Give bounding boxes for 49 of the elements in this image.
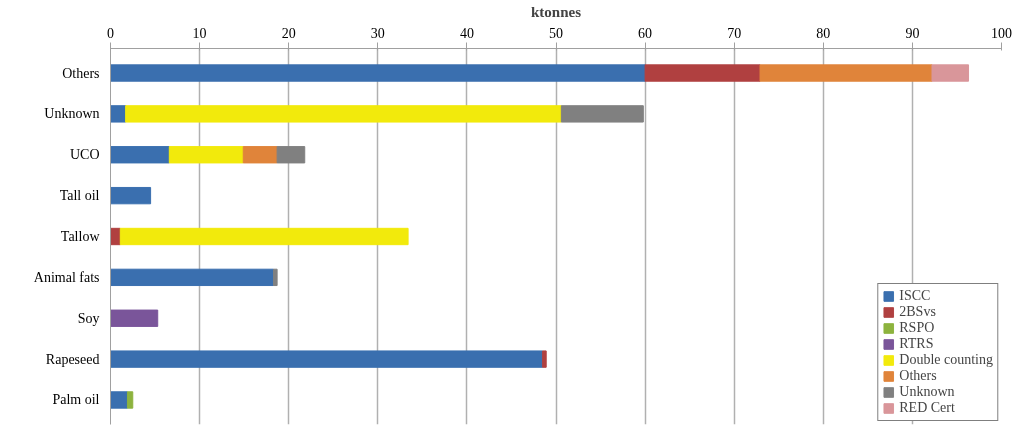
y-tick-label: Tallow [60, 229, 101, 244]
legend-label: Double counting [899, 352, 993, 368]
bar [110, 186, 152, 205]
legend-label: Others [899, 368, 937, 384]
bar [110, 64, 646, 82]
y-tick-label: Soy [77, 310, 100, 326]
bar [542, 350, 547, 368]
x-axis-title: ktonnes [530, 3, 582, 20]
y-tick-label: Unknown [44, 106, 100, 122]
bar [110, 309, 159, 327]
bar [110, 146, 170, 164]
x-tick-label: 40 [459, 25, 474, 41]
y-tick-label: Animal fats [33, 269, 100, 285]
y-tick-label: Others [62, 65, 100, 81]
y-tick-label: Palm oil [52, 392, 100, 408]
x-tick-label: 60 [638, 25, 653, 41]
x-tick-label: 10 [192, 25, 207, 41]
x-tick-label: 50 [549, 25, 563, 41]
legend-label: Unknown [899, 384, 955, 400]
y-tick-label: Rapeseed [45, 351, 100, 367]
bar [168, 146, 244, 164]
bar [110, 350, 544, 368]
bar [125, 105, 562, 123]
y-tick-label: UCO [69, 147, 100, 163]
bar [110, 391, 128, 409]
x-tick-label: 20 [281, 25, 296, 41]
x-tick-label: 0 [107, 25, 114, 41]
x-tick-label: 30 [370, 25, 385, 41]
bar [110, 105, 127, 123]
legend-label: ISCC [899, 288, 931, 304]
bar [119, 227, 409, 246]
bar [931, 64, 970, 82]
legend-label: RED Cert [899, 400, 955, 416]
bar [759, 64, 933, 82]
legend-label: RTRS [899, 336, 934, 352]
bar [273, 268, 278, 287]
y-tick-label: Tall oil [59, 188, 100, 204]
bar [644, 64, 761, 82]
bar [276, 146, 306, 164]
bar [126, 391, 134, 409]
bar [560, 105, 644, 123]
x-tick-label: 100 [991, 25, 1012, 41]
legend-label: 2BSvs [899, 304, 936, 320]
x-tick-label: 90 [905, 25, 920, 41]
bar [110, 268, 275, 287]
x-tick-label: 80 [816, 25, 831, 41]
legend-label: RSPO [899, 320, 935, 336]
bar [242, 146, 278, 164]
x-tick-label: 70 [727, 25, 742, 41]
